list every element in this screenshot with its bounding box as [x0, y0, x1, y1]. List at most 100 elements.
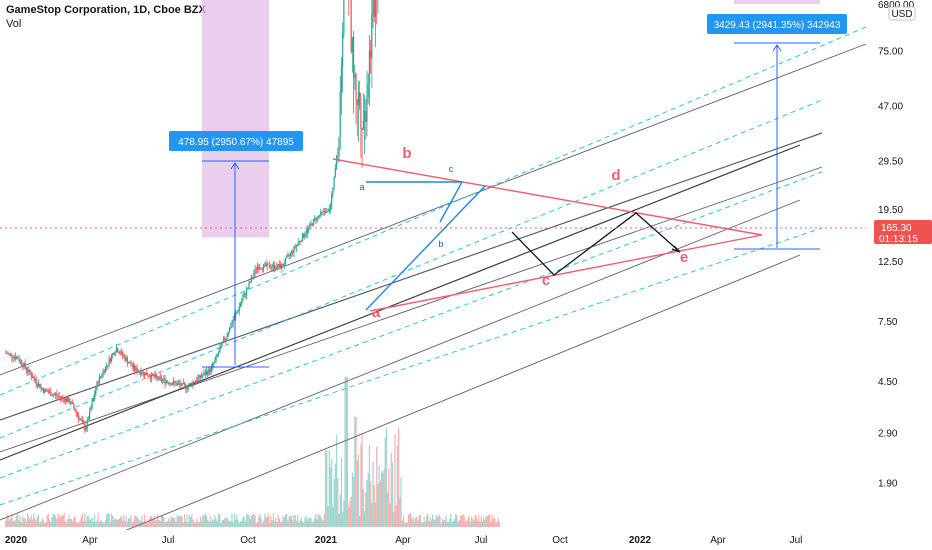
volume-bar [188, 514, 190, 527]
candle-body [82, 421, 85, 425]
candle-body [185, 384, 187, 390]
candle-body [143, 371, 145, 376]
candle-body [171, 383, 173, 386]
currency-label: USD [891, 9, 912, 20]
candle-body [214, 359, 216, 364]
candle-body [120, 351, 122, 354]
candle-body [69, 402, 71, 404]
candle-body [197, 377, 199, 382]
volume-bar [244, 521, 246, 527]
volume-bar [142, 522, 144, 527]
candle-body [237, 310, 239, 312]
volume-bar [295, 520, 298, 527]
volume-bar [221, 520, 223, 527]
candle-body [8, 353, 10, 355]
volume-bar [135, 515, 137, 527]
volume-bar [434, 519, 436, 527]
channel-line [0, 132, 823, 421]
candle-body [265, 263, 267, 267]
candle-body [222, 339, 225, 343]
volume-bar [262, 520, 265, 527]
volume-bar [479, 521, 481, 527]
candle-body [193, 381, 195, 383]
candle-body [236, 311, 238, 314]
volume-bar [147, 521, 149, 527]
volume-bar [423, 516, 425, 527]
candle-body [334, 167, 336, 177]
candle-body [174, 381, 176, 383]
candle-body [362, 120, 364, 130]
volume-bar [447, 521, 450, 527]
volume-bar [456, 515, 458, 527]
volume-bar [354, 417, 356, 527]
candle-body [125, 357, 127, 361]
measure-2-label: 3429.43 (2941.35%) 342943 [714, 20, 841, 31]
volume-bar [387, 492, 389, 527]
candle-body [207, 371, 209, 375]
volume-bar [18, 520, 20, 527]
candle-body [102, 371, 104, 376]
volume-bar [402, 515, 405, 527]
volume-bar [408, 513, 411, 527]
volume-bar [334, 463, 336, 527]
candle-body [288, 255, 290, 256]
volume-bar [191, 513, 193, 527]
candle-body [73, 403, 75, 409]
volume-bar [326, 450, 328, 527]
volume-bar [331, 458, 333, 527]
volume-bar [48, 519, 51, 527]
volume-bar [384, 437, 386, 527]
volume-bar [473, 520, 475, 527]
volume-bar [486, 515, 488, 527]
candle-body [204, 372, 206, 375]
volume-bar [230, 521, 232, 527]
volume-bar [121, 520, 124, 527]
volume-bar [72, 521, 74, 527]
volume-bar [432, 514, 434, 527]
candle-body [317, 215, 319, 217]
volume-bar [247, 513, 249, 527]
volume-bar [183, 513, 186, 527]
candle-body [169, 383, 171, 384]
candle-body [310, 223, 312, 225]
candle-body [85, 428, 87, 431]
candle-body [23, 363, 25, 367]
wave-label-e: e [680, 249, 688, 266]
candle-body [89, 410, 91, 419]
price-axis[interactable]: 1.90 2.90 4.50 7.50 12.50 19.50 29.50 47.00 75.0… [866, 0, 932, 530]
candle-body [293, 246, 295, 253]
candle-body [260, 268, 262, 270]
volume-bar [370, 481, 372, 527]
volume-bar [108, 513, 110, 527]
volume-bar [124, 520, 126, 527]
candle-body [338, 137, 340, 157]
candle-body [160, 377, 163, 381]
volume-bar [415, 517, 417, 527]
volume-bar [205, 515, 208, 527]
volume-bar [314, 517, 316, 527]
time-axis[interactable]: 2020 Apr Jul Oct 2021 Apr Jul Oct 2022 Apr Jul [0, 530, 932, 550]
volume-bar [418, 514, 420, 527]
volume-bar [114, 517, 116, 527]
candle-body [35, 380, 37, 384]
candle-body [114, 352, 116, 355]
candle-body [19, 360, 21, 362]
channel-mid-line [0, 144, 801, 461]
volume-bar [368, 444, 371, 527]
candle-body [25, 367, 28, 371]
candle-body [68, 397, 70, 403]
volume-bar [383, 469, 385, 527]
volume-bar [252, 514, 254, 527]
time-tick-label: Oct [240, 535, 256, 546]
volume-bar [64, 521, 66, 527]
volume-bar [303, 522, 305, 527]
volume-bar [185, 521, 187, 527]
candle-body [200, 376, 203, 378]
volume-bar [474, 514, 476, 527]
candle-body [250, 276, 253, 283]
candle-body [158, 376, 160, 380]
channel-line [0, 166, 823, 453]
volume-bar [348, 507, 350, 527]
volume-bar [35, 520, 37, 527]
